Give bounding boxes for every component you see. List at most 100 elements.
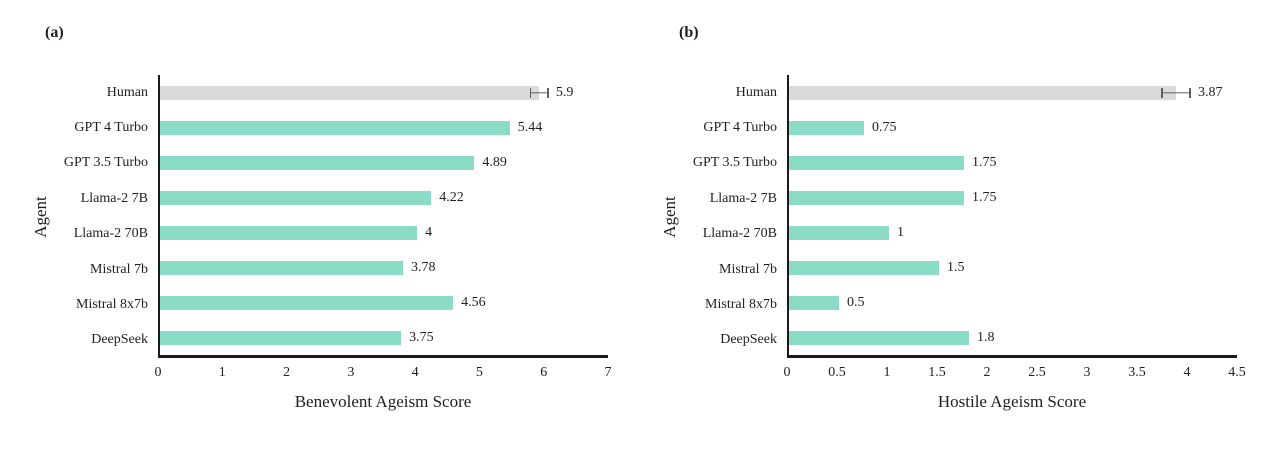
x-tick-label: 1 — [218, 365, 226, 380]
bar — [160, 190, 432, 205]
category-labels: Human GPT 4 Turbo GPT 3.5 Turbo Llama-2 7B L… — [54, 75, 158, 358]
bar-row: 4 — [160, 215, 608, 250]
x-tick-label: 3 — [347, 365, 355, 380]
category-label: Llama-2 7B — [709, 190, 777, 206]
x-tick-label: 4.5 — [1228, 365, 1246, 380]
bar-row: 4.22 — [160, 180, 608, 215]
bar — [160, 225, 418, 240]
bar-row: 0.75 — [789, 110, 1237, 145]
bar-row: 1.8 — [789, 320, 1237, 355]
bar-row: 3.87 — [789, 75, 1237, 110]
bar — [789, 295, 839, 310]
bar — [789, 190, 964, 205]
y-axis-title-cell: Agent — [657, 75, 683, 358]
value-label: 1.5 — [947, 259, 965, 275]
value-label: 3.75 — [409, 329, 434, 345]
x-tick-label: 6 — [540, 365, 548, 380]
category-label: Llama-2 70B — [73, 226, 148, 242]
value-label: 4.89 — [482, 154, 507, 170]
error-bar — [1161, 87, 1191, 98]
category-label: DeepSeek — [91, 332, 148, 348]
bar — [789, 260, 939, 275]
bar-row: 1.75 — [789, 145, 1237, 180]
bar-row: 4.56 — [160, 285, 608, 320]
x-tick-label: 2 — [283, 365, 291, 380]
error-bar-err-line — [1161, 91, 1191, 94]
value-label: 0.5 — [847, 294, 865, 310]
x-tick-label: 7 — [604, 365, 612, 380]
panel-b-label: (b) — [679, 24, 699, 41]
x-axis-title: Hostile Ageism Score — [937, 392, 1087, 411]
bar-row: 3.78 — [160, 250, 608, 285]
bar-row: 4.89 — [160, 145, 608, 180]
value-label: 3.78 — [411, 259, 436, 275]
bar-row: 1.75 — [789, 180, 1237, 215]
x-axis-title: Benevolent Ageism Score — [294, 392, 472, 411]
category-label: Human — [735, 84, 777, 100]
x-tick-label: 4 — [411, 365, 419, 380]
value-label: 4 — [425, 224, 433, 240]
error-bar-err-line — [529, 91, 549, 94]
bar-row: 1 — [789, 215, 1237, 250]
category-label: Llama-2 7B — [80, 190, 148, 206]
bar-row: 5.44 — [160, 110, 608, 145]
x-ticks: 0 0.5 1 1.5 2 2.5 3 3.5 4 4.5 — [783, 358, 1246, 382]
value-label: 1.75 — [972, 189, 997, 205]
plot-area: 3.87 0.75 1.75 1.75 1 1.5 0.5 1.8 — [787, 75, 1237, 358]
value-label: 5.9 — [555, 84, 574, 100]
bar — [160, 85, 540, 100]
x-ticks: 0 1 2 3 4 5 6 7 — [155, 358, 612, 382]
x-tick-label: 2.5 — [1028, 365, 1046, 380]
x-axis-title-cell: Benevolent Ageism Score — [158, 382, 608, 412]
value-label: 1.75 — [972, 154, 997, 170]
bar-row: 1.5 — [789, 250, 1237, 285]
bar — [789, 85, 1176, 100]
x-tick-label: 3 — [1083, 365, 1091, 380]
category-label: Human — [106, 84, 148, 100]
bar-row: 3.75 — [160, 320, 608, 355]
error-bar-cap-right — [1189, 87, 1191, 98]
bar — [160, 120, 510, 135]
error-bar-cap-right — [547, 87, 549, 98]
value-label: 1.8 — [977, 329, 995, 345]
bar — [160, 330, 402, 345]
benevolent-ageism-chart: Agent Human GPT 4 Turbo GPT 3.5 Turbo Llama… — [28, 75, 612, 412]
x-tick-label: 2 — [983, 365, 991, 380]
panel-a: (a) Agent Human GPT 4 Turbo GPT 3.5 Turbo L… — [0, 0, 634, 475]
panel-a-label: (a) — [45, 24, 64, 41]
y-axis-title: Agent — [660, 195, 679, 238]
category-label: Mistral 7b — [719, 261, 777, 277]
category-label: Mistral 7b — [90, 261, 148, 277]
error-bar — [529, 87, 549, 98]
x-tick-label: 4 — [1183, 365, 1191, 380]
hostile-ageism-chart: Agent Human GPT 4 Turbo GPT 3.5 Turbo Llama… — [657, 75, 1246, 412]
value-label: 1 — [897, 224, 904, 240]
bar — [789, 120, 864, 135]
bar — [160, 295, 454, 310]
category-label: GPT 3.5 Turbo — [63, 155, 148, 171]
x-tick-label: 5 — [475, 365, 483, 380]
value-label: 4.22 — [439, 189, 464, 205]
category-label: GPT 4 Turbo — [74, 120, 148, 136]
bar — [789, 330, 969, 345]
category-label: GPT 3.5 Turbo — [692, 155, 777, 171]
x-tick-label: 3.5 — [1128, 365, 1146, 380]
bar — [789, 155, 964, 170]
panel-b: (b) Agent Human GPT 4 Turbo GPT 3.5 Turbo L… — [634, 0, 1269, 475]
x-tick-label: 0 — [783, 365, 791, 380]
value-label: 5.44 — [517, 119, 543, 135]
bar — [160, 260, 403, 275]
bar-row: 5.9 — [160, 75, 608, 110]
x-axis-title-cell: Hostile Ageism Score — [787, 382, 1237, 412]
value-label: 4.56 — [461, 294, 486, 310]
bar — [160, 155, 475, 170]
category-label: Llama-2 70B — [702, 226, 777, 242]
x-tick-label: 1.5 — [928, 365, 946, 380]
plot-area: 5.9 5.44 4.89 4.22 4 3.78 4.56 3.75 — [158, 75, 608, 358]
value-label: 0.75 — [872, 119, 897, 135]
x-tick-label: 0.5 — [828, 365, 846, 380]
category-label: GPT 4 Turbo — [703, 120, 777, 136]
value-label: 3.87 — [1198, 84, 1223, 100]
bar-row: 0.5 — [789, 285, 1237, 320]
